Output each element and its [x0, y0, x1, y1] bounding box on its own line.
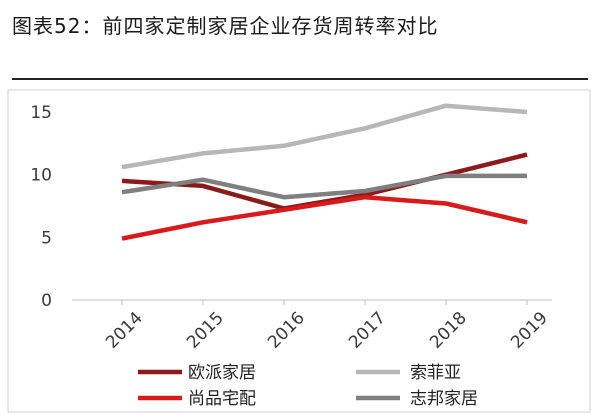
y-tick-label: 10: [30, 166, 52, 186]
x-tick-label: 2019: [507, 308, 552, 353]
chart-frame: [7, 89, 591, 413]
y-tick-label: 15: [30, 103, 52, 123]
series-line-2: [121, 103, 528, 170]
title-divider: [12, 78, 588, 80]
legend-label: 欧派家居: [188, 363, 256, 383]
figure-title: 图表52：前四家定制家居企业存货周转率对比: [12, 14, 439, 38]
legend-label: 索菲亚: [410, 363, 461, 383]
x-tick-label: 2016: [264, 308, 309, 353]
y-tick-label: 5: [41, 228, 52, 248]
series-line-3: [121, 194, 528, 241]
legend-label: 志邦家居: [410, 389, 478, 409]
x-tick-label: 2018: [426, 308, 471, 353]
legend-label: 尚品宅配: [188, 389, 256, 409]
y-tick-label: 0: [41, 291, 52, 311]
x-tick-label: 2017: [345, 308, 390, 353]
x-tick-label: 2015: [183, 308, 228, 353]
series-line-4: [121, 173, 527, 200]
x-tick-label: 2014: [102, 308, 147, 353]
